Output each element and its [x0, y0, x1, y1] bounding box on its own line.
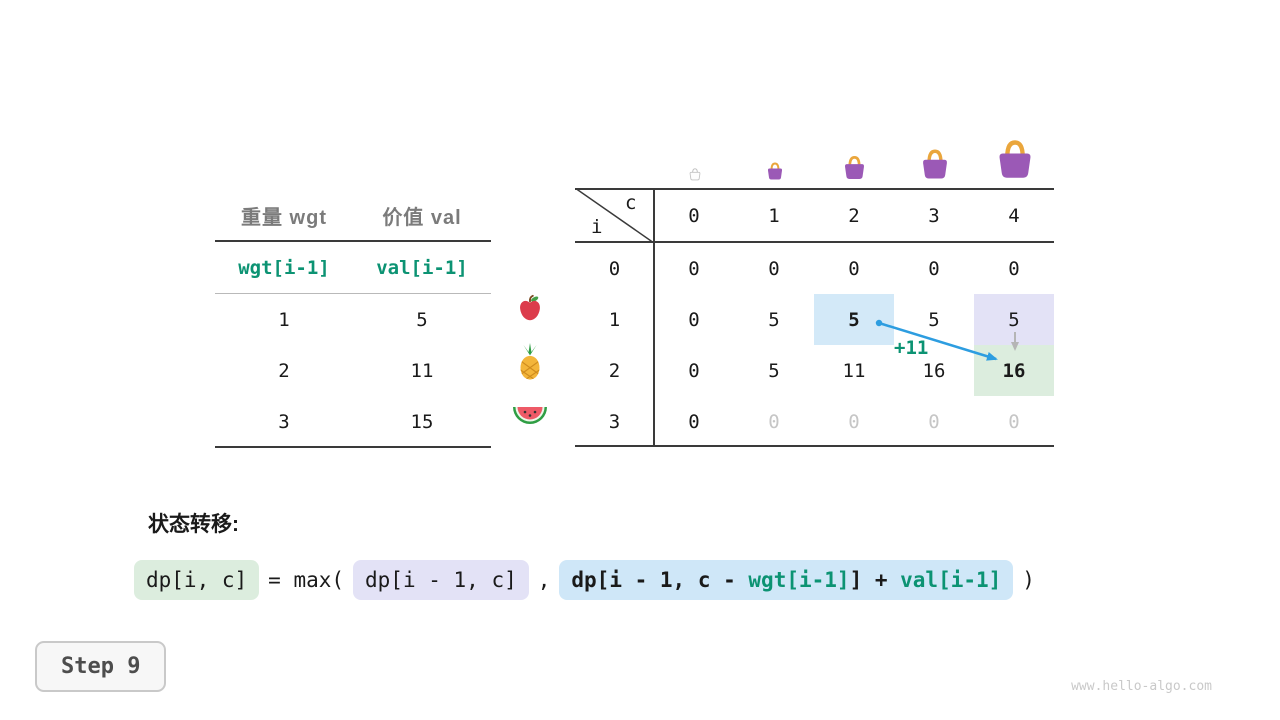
items-table-header-row: 重量 wgt 价值 val	[215, 190, 491, 240]
item-row-3: 3 15	[215, 396, 491, 447]
dp-cell-0-4: 0	[1008, 257, 1020, 280]
dp-cell-0-2: 0	[848, 257, 860, 280]
take-wgt-text: wgt[i-1]	[748, 568, 850, 592]
dp-cell-0-0: 0	[688, 257, 700, 280]
bag-icon-large	[923, 149, 947, 179]
formula-rule	[215, 293, 491, 294]
axis-corner-cell: i c	[575, 188, 654, 243]
equals-max-text: = max(	[268, 568, 345, 592]
dp-cell-3-0: 0	[688, 410, 700, 433]
value-gain-annotation: +11	[894, 337, 929, 359]
dp-keep-chip: dp[i - 1, c]	[353, 560, 529, 600]
dp-cell-0-1: 0	[768, 257, 780, 280]
dp-row-2: 2 0 5 11 16 16	[575, 345, 1054, 396]
capacity-header-3: 3	[928, 204, 940, 227]
bag-icon-small	[767, 162, 783, 180]
header-rule	[215, 240, 491, 242]
row-header-2: 2	[608, 359, 621, 382]
item-3-value: 15	[410, 410, 434, 433]
dp-cell-3-3: 0	[928, 410, 940, 433]
dp-cell-2-4-current: 16	[974, 345, 1054, 396]
dp-label-rule	[653, 188, 655, 447]
watermark: www.hello-algo.com	[1071, 679, 1212, 694]
dp-bottom-rule	[575, 445, 1054, 447]
dp-cell-0-3: 0	[928, 257, 940, 280]
bag-icon-xlarge	[999, 140, 1031, 178]
dp-header-rule	[575, 241, 1054, 243]
watermelon-icon	[513, 407, 547, 424]
dp-cell-1-2-source-take: 5	[814, 294, 894, 345]
row-header-0: 0	[608, 257, 621, 280]
item-1-value: 5	[416, 308, 428, 331]
pineapple-icon	[520, 343, 540, 380]
transition-formula: dp[i, c] = max( dp[i - 1, c] , dp[i - 1,…	[134, 560, 1035, 600]
item-1-weight: 1	[278, 308, 290, 331]
dp-current-chip: dp[i, c]	[134, 560, 260, 600]
dp-cell-3-2: 0	[848, 410, 860, 433]
capacity-header-1: 1	[768, 204, 780, 227]
val-formula-cell: val[i-1]	[376, 256, 468, 279]
bottom-rule	[215, 446, 491, 448]
item-row-1: 1 5	[215, 294, 491, 345]
dp-cell-1-0: 0	[688, 308, 700, 331]
item-2-weight: 2	[278, 359, 290, 382]
dp-cell-2-3: 16	[922, 359, 946, 382]
wgt-formula-cell: wgt[i-1]	[238, 256, 330, 279]
close-paren-text: )	[1022, 568, 1035, 592]
capacity-header-2: 2	[848, 204, 860, 227]
dp-cell-1-1: 5	[768, 308, 780, 331]
item-2-value: 11	[410, 359, 434, 382]
dp-top-rule	[575, 188, 1054, 190]
step-label: Step 9	[61, 654, 141, 679]
dp-row-3: 3 0 0 0 0 0	[575, 396, 1054, 447]
apple-icon	[520, 294, 540, 321]
dp-cell-1-4-source-keep: 5	[974, 294, 1054, 345]
transition-heading: 状态转移:	[148, 513, 239, 536]
items-formula-row: wgt[i-1] val[i-1]	[215, 242, 491, 293]
diagonal-divider	[575, 188, 654, 243]
item-row-2: 2 11	[215, 345, 491, 396]
dp-header-row: i c 0 1 2 3 4	[575, 188, 1054, 243]
axis-col-label: c	[625, 192, 637, 214]
bag-outline-icon	[689, 168, 701, 181]
dp-table: i c 0 1 2 3 4 0 0 0 0 0 0 1 0 5 5 5 5 2	[575, 188, 1054, 447]
dp-cell-3-4: 0	[1008, 410, 1020, 433]
take-val-text: val[i-1]	[900, 568, 1002, 592]
capacity-header-0: 0	[688, 204, 700, 227]
take-prefix-text: dp[i - 1, c -	[571, 568, 749, 592]
axis-row-label: i	[591, 216, 603, 238]
comma-text: ,	[537, 568, 551, 592]
dp-cell-2-0: 0	[688, 359, 700, 382]
row-header-1: 1	[608, 308, 621, 331]
items-table: 重量 wgt 价值 val wgt[i-1] val[i-1] 1 5 2 11…	[215, 190, 491, 450]
row-header-3: 3	[608, 410, 621, 433]
bag-icon-medium	[845, 156, 864, 179]
dp-cell-3-1: 0	[768, 410, 780, 433]
dp-cell-1-3: 5	[928, 308, 940, 331]
take-mid-text: ] +	[849, 568, 901, 592]
dp-row-1: 1 0 5 5 5 5	[575, 294, 1054, 345]
capacity-header-4: 4	[1008, 204, 1020, 227]
weight-column-header: 重量 wgt	[241, 206, 327, 229]
dp-row-0: 0 0 0 0 0 0	[575, 243, 1054, 294]
step-indicator: Step 9	[35, 641, 167, 692]
dp-take-chip: dp[i - 1, c - wgt[i-1]] + val[i-1]	[559, 560, 1014, 600]
item-3-weight: 3	[278, 410, 290, 433]
value-column-header: 价值 val	[382, 206, 462, 229]
dp-cell-2-2: 11	[842, 359, 866, 382]
dp-cell-2-1: 5	[768, 359, 780, 382]
